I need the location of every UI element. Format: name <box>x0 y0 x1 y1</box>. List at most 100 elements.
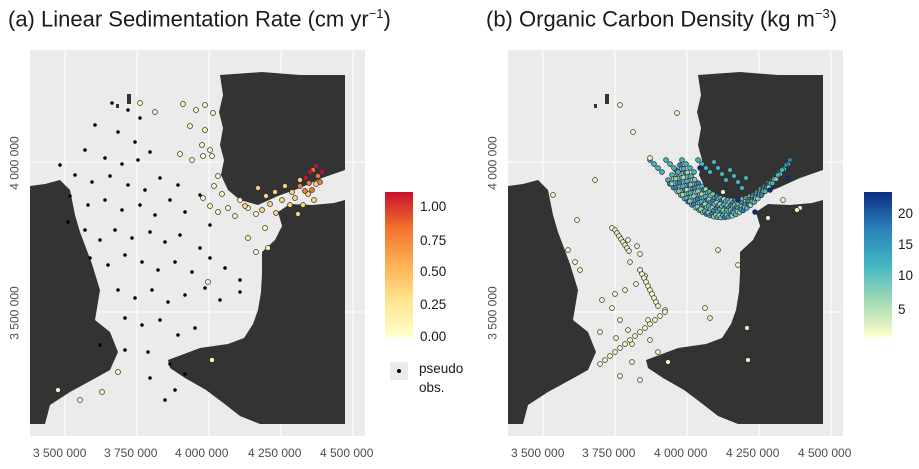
oc-density-point <box>574 217 580 223</box>
panel-b-legend-tick: 10 <box>898 268 914 283</box>
sed-rate-point <box>287 202 293 208</box>
pseudo-obs-point <box>140 260 144 264</box>
pseudo-obs-point <box>173 388 177 392</box>
sed-rate-point <box>207 203 213 209</box>
pseudo-obs-point <box>150 288 154 292</box>
panel-b-legend-tick: 20 <box>898 206 914 221</box>
sed-rate-point <box>200 195 206 201</box>
sed-rate-point <box>99 389 105 395</box>
oc-density-point <box>743 175 749 181</box>
pseudo-obs-point <box>198 246 202 250</box>
pseudo-obs-label: obs. <box>419 380 445 395</box>
sed-rate-point <box>272 189 278 195</box>
panel-a-colorbar <box>385 192 413 337</box>
oc-density-point <box>679 157 685 163</box>
pseudo-obs-point <box>83 228 87 232</box>
oc-density-point <box>632 333 638 339</box>
panel-b-ytick: 4 000 000 <box>485 136 500 190</box>
oc-density-point <box>655 349 661 355</box>
pseudo-obs-point <box>190 270 194 274</box>
sed-rate-point <box>319 169 325 175</box>
sed-rate-point <box>242 203 248 209</box>
pseudo-obs-point <box>146 350 150 354</box>
pseudo-obs-point <box>103 156 107 160</box>
pseudo-obs-point <box>106 263 110 267</box>
panel-b-xtick: 4 250 000 <box>726 446 780 460</box>
oc-density-point <box>702 305 708 311</box>
oc-density-point <box>775 172 781 178</box>
panel-a-title: (a) Linear Sedimentation Rate (cm yr−1) <box>8 6 391 32</box>
sed-rate-point <box>200 153 206 159</box>
sed-rate-point <box>263 193 269 199</box>
pseudo-obs-point <box>123 253 127 257</box>
oc-density-point <box>711 159 717 165</box>
pseudo-obs-point <box>58 163 62 167</box>
pseudo-obs-point <box>116 288 120 292</box>
pseudo-obs-point <box>133 140 137 144</box>
pseudo-obs-point <box>176 183 180 187</box>
oc-density-point <box>597 329 603 335</box>
sed-rate-point <box>237 197 243 203</box>
pseudo-obs-point <box>223 266 227 270</box>
oc-density-point <box>675 169 681 175</box>
panel-a-xtick: 4 500 000 <box>320 446 374 460</box>
pseudo-obs-point <box>108 174 112 178</box>
pseudo-obs-point <box>93 123 97 127</box>
pseudo-obs-point <box>198 193 202 197</box>
pseudo-obs-point <box>113 228 117 232</box>
oc-density-point <box>652 317 658 323</box>
oc-density-point <box>637 377 643 383</box>
sed-rate-point <box>187 123 193 129</box>
pseudo-obs-point <box>126 183 130 187</box>
sed-rate-point <box>309 187 315 193</box>
pseudo-obs-point <box>123 316 127 320</box>
sed-rate-point <box>215 173 221 179</box>
oc-density-point <box>671 165 677 171</box>
pseudo-obs-point <box>88 256 92 260</box>
oc-density-point <box>767 187 773 193</box>
sed-rate-point <box>209 357 215 363</box>
sed-rate-point <box>307 169 313 175</box>
pseudo-obs-point <box>86 203 90 207</box>
panel-b-land-britain <box>508 180 596 424</box>
sed-rate-point <box>77 397 83 403</box>
oc-density-point <box>626 248 632 254</box>
pseudo-obs-point <box>218 298 222 302</box>
oc-density-point <box>565 247 571 253</box>
sed-rate-point <box>245 235 251 241</box>
sed-rate-point <box>255 185 261 191</box>
pseudo-obs-point <box>156 268 160 272</box>
sed-rate-point <box>300 202 306 208</box>
oc-density-point <box>642 325 648 331</box>
pseudo-obs-point <box>133 296 137 300</box>
sed-rate-point <box>297 183 303 189</box>
oc-density-point <box>662 309 668 315</box>
panel-a-legend-tick: 0.25 <box>420 297 447 312</box>
oc-density-point <box>765 215 771 221</box>
pseudo-obs-point <box>168 198 172 202</box>
panel-a-legend-tick: 0.75 <box>420 233 447 248</box>
sed-rate-point <box>302 188 308 194</box>
oc-density-point <box>735 179 741 185</box>
sed-rate-point <box>253 249 259 255</box>
oc-density-point <box>780 197 786 203</box>
pseudo-obs-point <box>140 323 144 327</box>
panel-b-title: (b) Organic Carbon Density (kg m−3) <box>486 6 838 32</box>
oc-density-point <box>592 177 598 183</box>
oc-density-point <box>617 317 623 323</box>
panel-b-legend-tick: 15 <box>898 237 914 252</box>
pseudo-obs-point <box>148 376 152 380</box>
panel-a-legend-tick: 0.50 <box>420 264 447 279</box>
panel-a-xtick: 4 250 000 <box>248 446 302 460</box>
sed-rate-point <box>189 157 195 163</box>
sed-rate-point <box>262 225 268 231</box>
pseudo-obs-point <box>158 176 162 180</box>
panel-a-land-islands <box>127 94 131 104</box>
pseudo-obs-point <box>163 398 167 402</box>
oc-density-point <box>622 287 628 293</box>
oc-density-point <box>697 165 703 171</box>
oc-density-point <box>637 251 643 257</box>
panel-b-ytick: 3 500 000 <box>485 286 500 340</box>
oc-density-point <box>572 259 578 265</box>
panel-a-xtick: 3 500 000 <box>33 446 87 460</box>
